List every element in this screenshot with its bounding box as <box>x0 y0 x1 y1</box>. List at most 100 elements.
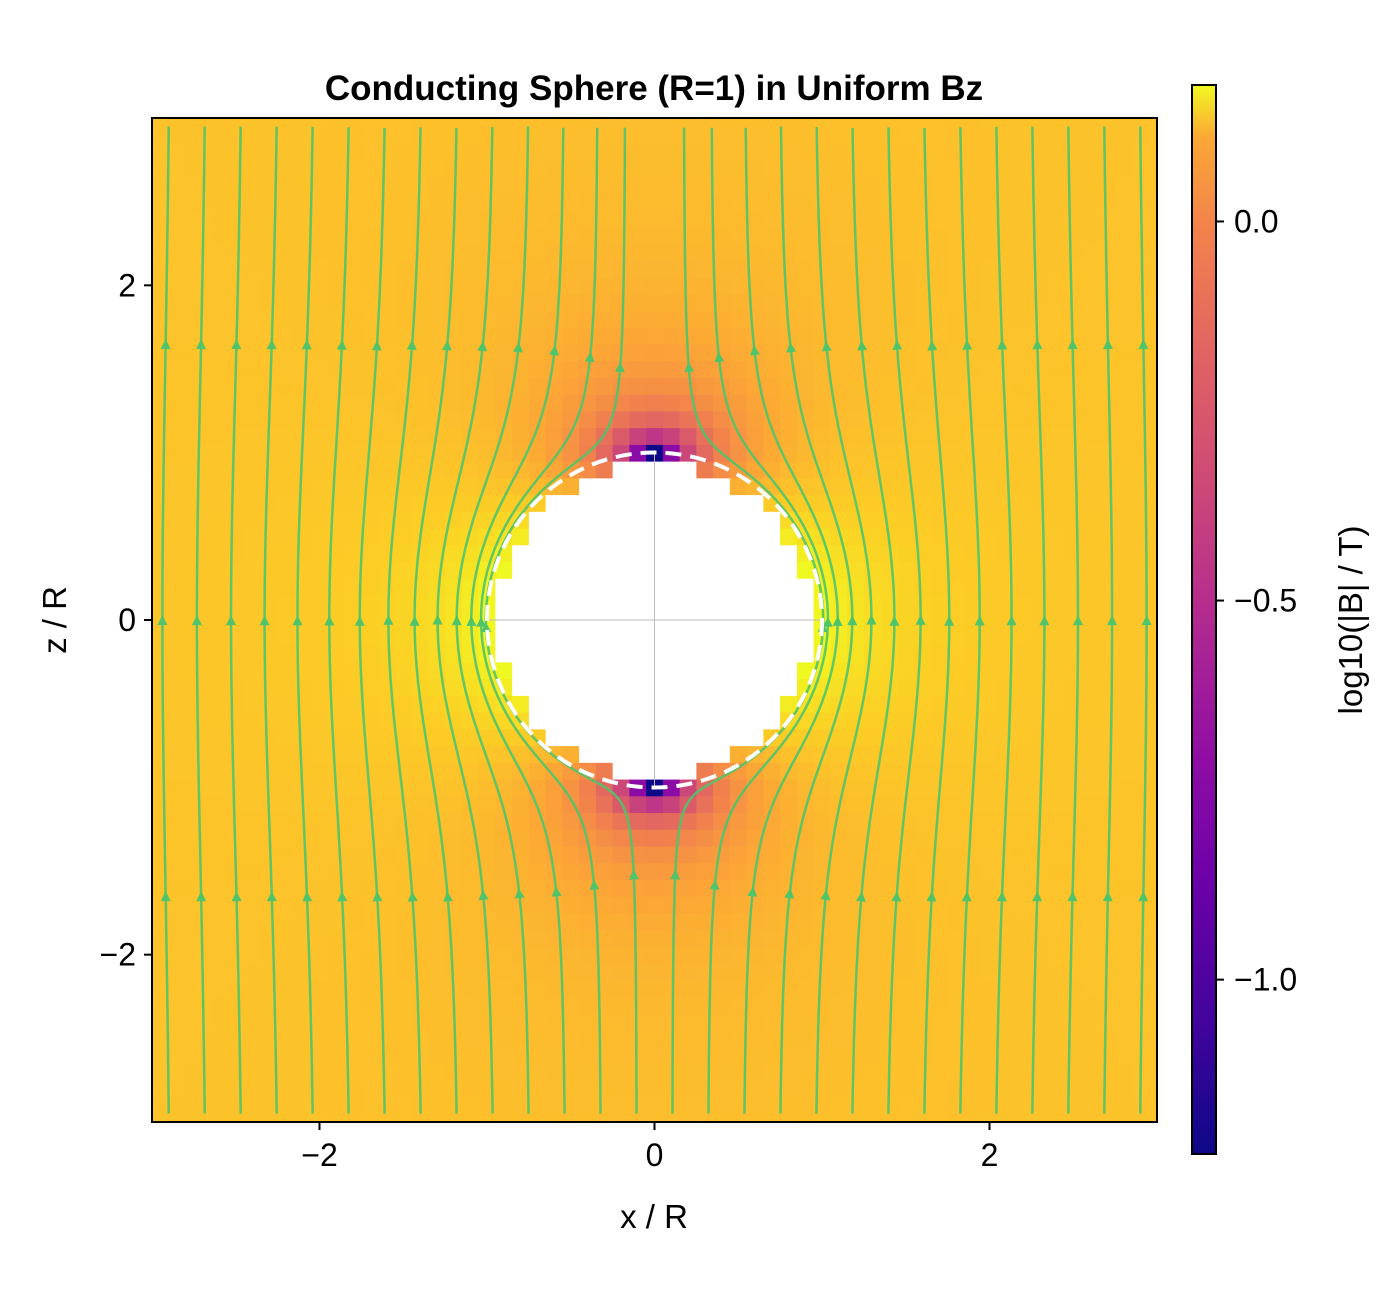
heatmap-cell <box>729 210 748 228</box>
heatmap-cell <box>495 946 513 964</box>
heatmap-cell <box>428 661 446 680</box>
heatmap-cell <box>210 996 228 1014</box>
heatmap-cell <box>930 544 949 563</box>
heatmap-cell <box>763 193 781 211</box>
heatmap-cell <box>277 276 295 295</box>
heatmap-cell <box>512 126 530 144</box>
heatmap-cell <box>612 1046 630 1065</box>
heatmap-cell <box>629 293 647 312</box>
heatmap-cell <box>478 1029 496 1048</box>
heatmap-cell <box>294 762 312 780</box>
heatmap-cell <box>445 561 463 579</box>
heatmap-cell <box>528 260 547 278</box>
heatmap-cell <box>327 812 346 830</box>
heatmap-cell <box>1014 912 1032 931</box>
heatmap-cell <box>1131 260 1150 278</box>
heatmap-cell <box>160 879 178 897</box>
heatmap-cell <box>177 762 195 780</box>
heatmap-cell <box>327 1096 346 1115</box>
heatmap-cell <box>244 829 262 847</box>
x-tick-label: 2 <box>981 1137 999 1173</box>
heatmap-cell <box>595 712 614 730</box>
heatmap-cell <box>277 594 295 613</box>
heatmap-cell <box>311 1046 329 1065</box>
heatmap-cell <box>177 996 195 1014</box>
heatmap-cell <box>461 1029 480 1048</box>
heatmap-cell <box>277 477 295 496</box>
heatmap-cell <box>177 912 195 931</box>
heatmap-cell <box>813 1096 831 1115</box>
heatmap-cell <box>311 728 329 747</box>
heatmap-cell <box>177 896 195 914</box>
heatmap-cell <box>411 461 429 479</box>
heatmap-cell <box>244 293 262 312</box>
heatmap-cell <box>713 929 731 947</box>
heatmap-cell <box>461 645 480 663</box>
heatmap-cell <box>1048 1096 1066 1115</box>
heatmap-cell <box>1148 561 1157 579</box>
heatmap-cell <box>244 210 262 228</box>
heatmap-cell <box>1115 1013 1133 1031</box>
heatmap-cell <box>780 159 798 178</box>
heatmap-cell <box>964 243 982 261</box>
heatmap-cell <box>361 1080 379 1098</box>
heatmap-cell <box>545 193 563 211</box>
heatmap-cell <box>629 879 647 897</box>
heatmap-cell <box>495 1029 513 1048</box>
heatmap-cell <box>679 745 697 763</box>
heatmap-cell <box>344 276 362 295</box>
streamline-arrow <box>832 616 843 626</box>
heatmap-cell <box>863 678 882 696</box>
heatmap-cell <box>729 159 748 178</box>
heatmap-cell <box>152 544 161 563</box>
heatmap-cell <box>394 661 413 680</box>
heatmap-cell <box>1115 226 1133 245</box>
heatmap-cell <box>428 879 446 897</box>
heatmap-cell <box>1081 118 1099 127</box>
heatmap-cell <box>1098 511 1116 529</box>
heatmap-cell <box>311 159 329 178</box>
heatmap-cell <box>1064 645 1083 663</box>
heatmap-cell <box>930 360 949 378</box>
heatmap-cell <box>210 778 228 797</box>
heatmap-cell <box>152 578 161 596</box>
heatmap-cell <box>863 176 882 194</box>
heatmap-cell <box>361 511 379 529</box>
heatmap-cell <box>428 1046 446 1065</box>
heatmap-cell <box>193 327 212 345</box>
heatmap-cell <box>152 527 161 546</box>
heatmap-cell <box>780 544 798 563</box>
heatmap-cell <box>1131 812 1150 830</box>
heatmap-cell <box>981 661 999 680</box>
heatmap-cell <box>411 812 429 830</box>
heatmap-cell <box>227 1063 245 1081</box>
heatmap-cell <box>428 327 446 345</box>
heatmap-cell <box>1031 862 1049 880</box>
heatmap-cell <box>294 946 312 964</box>
heatmap-cell <box>930 327 949 345</box>
heatmap-cell <box>629 645 647 663</box>
heatmap-cell <box>897 1113 915 1122</box>
heatmap-cell <box>997 193 1016 211</box>
heatmap-cell <box>445 963 463 981</box>
heatmap-cell <box>478 210 496 228</box>
heatmap-cell <box>160 912 178 931</box>
heatmap-cell <box>210 544 228 563</box>
heatmap-cell <box>914 477 932 496</box>
heatmap-cell <box>394 176 413 194</box>
heatmap-cell <box>662 410 681 429</box>
heatmap-cell <box>528 226 547 245</box>
heatmap-cell <box>880 946 898 964</box>
heatmap-cell <box>863 712 882 730</box>
heatmap-cell <box>244 946 262 964</box>
heatmap-cell <box>629 979 647 998</box>
heatmap-cell <box>445 544 463 563</box>
heatmap-cell <box>880 360 898 378</box>
heatmap-cell <box>1048 1113 1066 1122</box>
heatmap-cell <box>629 159 647 178</box>
heatmap-cell <box>612 494 630 512</box>
heatmap-cell <box>227 511 245 529</box>
heatmap-cell <box>947 745 965 763</box>
streamline-arrow <box>857 340 868 351</box>
heatmap-cell <box>327 159 346 178</box>
